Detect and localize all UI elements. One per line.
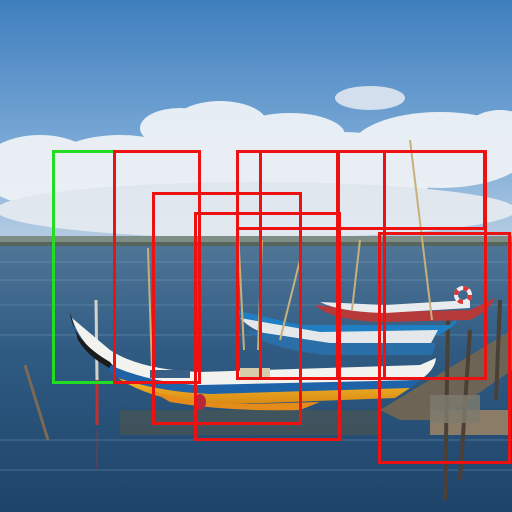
red-boat-back <box>315 298 495 322</box>
distant-shore <box>0 236 512 246</box>
main-boat <box>70 312 436 411</box>
blue-boat-back <box>235 310 460 355</box>
